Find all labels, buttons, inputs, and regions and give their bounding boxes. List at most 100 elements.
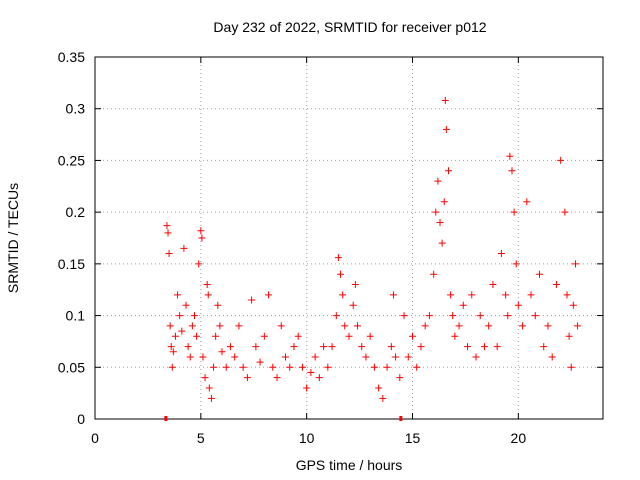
data-point <box>552 281 560 289</box>
data-point <box>188 322 196 330</box>
data-point <box>345 332 353 340</box>
data-point <box>417 343 425 351</box>
y-tick-label: 0.05 <box>58 359 85 375</box>
axis-marker <box>164 416 168 421</box>
data-point <box>203 281 211 289</box>
data-point <box>563 291 571 299</box>
data-point <box>366 332 374 340</box>
axis-marker <box>399 416 403 421</box>
data-point <box>231 353 239 361</box>
data-point <box>502 291 510 299</box>
data-point <box>212 332 220 340</box>
grid-lines <box>95 57 603 419</box>
data-point <box>252 343 260 351</box>
data-point <box>574 322 582 330</box>
data-point <box>444 167 452 175</box>
data-point <box>174 291 182 299</box>
data-point <box>519 322 527 330</box>
data-point <box>349 301 357 309</box>
data-point <box>425 312 433 320</box>
data-point <box>438 239 446 247</box>
data-point <box>282 353 289 361</box>
data-point <box>201 374 209 382</box>
data-point <box>260 332 268 340</box>
data-point <box>320 343 328 351</box>
data-point <box>303 384 311 392</box>
data-point <box>171 332 179 340</box>
y-tick-label: 0.15 <box>58 256 85 272</box>
data-point <box>204 291 212 299</box>
data-point <box>544 322 552 330</box>
y-axis-label: SRMTID / TECUs <box>5 183 21 293</box>
data-point <box>182 301 190 309</box>
x-tick-label: 15 <box>405 430 421 446</box>
data-point <box>207 394 215 402</box>
axis-ticks: 0 0.05 0.1 0.15 0.2 0.25 0.3 0.35 0 5 10 15 20 <box>58 49 603 446</box>
data-point <box>216 322 224 330</box>
data-point <box>379 394 387 402</box>
data-point <box>351 281 359 289</box>
x-tick-label: 5 <box>197 430 205 446</box>
y-tick-label: 0.35 <box>58 49 85 65</box>
data-point <box>442 125 450 133</box>
data-point <box>527 291 535 299</box>
y-tick-label: 0.2 <box>66 204 86 220</box>
data-point <box>195 260 203 268</box>
data-point <box>383 363 391 371</box>
data-point <box>199 353 207 361</box>
data-point <box>328 343 336 351</box>
data-point <box>163 222 171 230</box>
data-point <box>339 291 347 299</box>
data-point <box>514 301 522 309</box>
data-point <box>536 270 543 278</box>
chart-title: Day 232 of 2022, SRMTID for receiver p01… <box>213 19 486 35</box>
data-point <box>178 327 186 335</box>
data-point <box>434 177 442 185</box>
data-point <box>508 167 516 175</box>
data-point <box>269 363 277 371</box>
y-tick-label: 0.25 <box>58 152 85 168</box>
data-point <box>353 322 361 330</box>
data-point <box>290 343 298 351</box>
axis-markers <box>164 416 403 421</box>
data-point <box>447 291 455 299</box>
data-point <box>480 343 488 351</box>
data-point <box>205 384 213 392</box>
data-point <box>497 250 505 258</box>
data-point <box>169 348 177 356</box>
data-point <box>569 301 577 309</box>
data-point <box>167 343 175 351</box>
data-point <box>256 358 264 366</box>
data-point <box>186 353 194 361</box>
data-point <box>265 291 273 299</box>
data-point <box>440 198 448 206</box>
data-point <box>311 353 319 361</box>
data-point <box>548 353 556 361</box>
y-tick-label: 0.3 <box>66 101 86 117</box>
data-point <box>441 96 449 104</box>
data-point <box>493 343 501 351</box>
data-point <box>235 322 243 330</box>
data-point <box>375 384 383 392</box>
data-point <box>432 208 440 216</box>
data-point <box>455 322 463 330</box>
data-point <box>413 363 421 371</box>
data-point <box>298 363 306 371</box>
x-axis-label: GPS time / hours <box>296 457 403 473</box>
y-tick-label: 0 <box>77 411 85 427</box>
data-point <box>324 363 332 371</box>
data-point <box>210 363 218 371</box>
data-point <box>168 363 176 371</box>
data-point <box>315 374 323 382</box>
data-point <box>165 250 173 258</box>
data-point <box>294 332 302 340</box>
y-tick-label: 0.1 <box>66 308 86 324</box>
data-point <box>248 296 256 304</box>
data-point <box>459 301 467 309</box>
data-point <box>476 312 484 320</box>
data-point <box>184 343 192 351</box>
data-point <box>409 332 416 340</box>
data-point <box>404 353 412 361</box>
data-point <box>370 363 378 371</box>
data-point <box>531 312 539 320</box>
